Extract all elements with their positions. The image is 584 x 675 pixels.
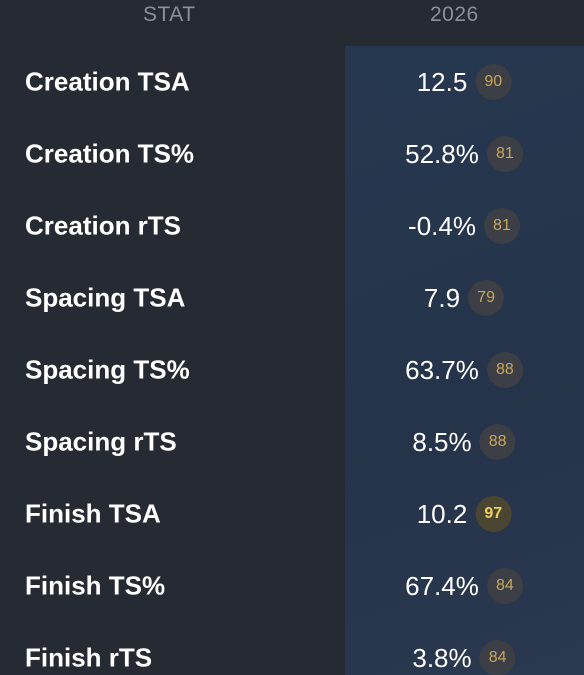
season-column-header[interactable]: 2026 xyxy=(430,3,479,26)
stat-label: Creation TS% xyxy=(25,138,195,169)
stat-label: Creation rTS xyxy=(25,210,182,241)
table-row: Creation TSA 12.5 90 xyxy=(0,46,584,118)
stat-label: Finish TS% xyxy=(25,570,166,601)
season-column-highlight xyxy=(345,46,584,675)
stat-value: 10.2 xyxy=(416,498,468,529)
stat-value-cell: 63.7% 88 xyxy=(405,352,523,388)
stat-value-cell: 52.8% 81 xyxy=(405,136,523,172)
percentile-badge: 81 xyxy=(486,136,523,172)
stat-value: 7.9 xyxy=(423,282,461,313)
table-row: Spacing TSA 7.9 79 xyxy=(0,262,584,334)
percentile-badge: 84 xyxy=(486,568,523,604)
percentile-badge: 88 xyxy=(486,352,523,388)
stat-label: Finish TSA xyxy=(25,498,161,529)
stat-label: Spacing TSA xyxy=(25,282,186,313)
stat-value: -0.4% xyxy=(408,210,476,241)
table-row: Creation rTS -0.4% 81 xyxy=(0,190,584,262)
percentile-badge: 97 xyxy=(475,496,512,532)
table-row: Finish TSA 10.2 97 xyxy=(0,478,584,550)
percentile-badge: 79 xyxy=(468,280,505,316)
table-row: Spacing TS% 63.7% 88 xyxy=(0,334,584,406)
percentile-badge: 84 xyxy=(479,640,516,675)
table-row: Spacing rTS 8.5% 88 xyxy=(0,406,584,478)
percentile-badge: 81 xyxy=(483,208,520,244)
stat-value-cell: 12.5 90 xyxy=(417,64,512,100)
stat-label: Finish rTS xyxy=(25,642,153,673)
stat-value: 67.4% xyxy=(405,570,479,601)
stat-column-header[interactable]: STAT xyxy=(143,3,196,26)
stat-value: 12.5 xyxy=(416,66,468,97)
stat-value-cell: 67.4% 84 xyxy=(405,568,523,604)
stat-value: 8.5% xyxy=(412,426,472,457)
table-row: Creation TS% 52.8% 81 xyxy=(0,118,584,190)
stat-value-cell: 10.2 97 xyxy=(417,496,512,532)
stat-value: 63.7% xyxy=(405,354,479,385)
stat-value-cell: 8.5% 88 xyxy=(412,424,516,460)
stat-label: Creation TSA xyxy=(25,66,190,97)
stat-value-cell: -0.4% 81 xyxy=(408,208,520,244)
percentile-badge: 88 xyxy=(479,424,516,460)
stat-value-cell: 7.9 79 xyxy=(423,280,505,316)
stat-value: 3.8% xyxy=(412,642,472,673)
table-row: Finish TS% 67.4% 84 xyxy=(0,550,584,622)
stat-label: Spacing TS% xyxy=(25,354,190,385)
table-header: STAT 2026 xyxy=(0,0,584,32)
percentile-badge: 90 xyxy=(475,64,512,100)
table-row: Finish rTS 3.8% 84 xyxy=(0,622,584,675)
stat-value-cell: 3.8% 84 xyxy=(412,640,516,675)
stat-label: Spacing rTS xyxy=(25,426,177,457)
stat-value: 52.8% xyxy=(405,138,479,169)
